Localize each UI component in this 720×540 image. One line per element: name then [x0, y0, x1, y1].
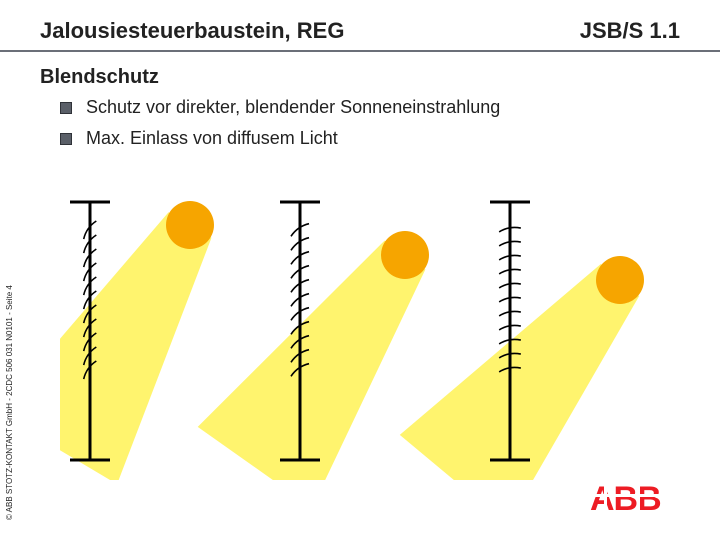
- bullet-text: Schutz vor direkter, blendender Sonnenei…: [86, 97, 500, 118]
- abb-logo: ABB: [590, 476, 690, 518]
- svg-text:ABB: ABB: [590, 480, 661, 518]
- bullet-list: Schutz vor direkter, blendender Sonnenei…: [0, 97, 720, 169]
- bullet-marker-icon: [60, 133, 72, 145]
- section-subtitle: Blendschutz: [0, 52, 720, 97]
- page-title-left: Jalousiesteuerbaustein, REG: [40, 18, 344, 44]
- copyright-text: © ABB STOTZ-KONTAKT GmbH - 2CDC 506 031 …: [5, 285, 14, 520]
- bullet-marker-icon: [60, 102, 72, 114]
- page-title-right: JSB/S 1.1: [580, 18, 680, 44]
- glare-protection-diagram: [60, 200, 680, 470]
- list-item: Max. Einlass von diffusem Licht: [60, 128, 680, 149]
- bullet-text: Max. Einlass von diffusem Licht: [86, 128, 338, 149]
- list-item: Schutz vor direkter, blendender Sonnenei…: [60, 97, 680, 118]
